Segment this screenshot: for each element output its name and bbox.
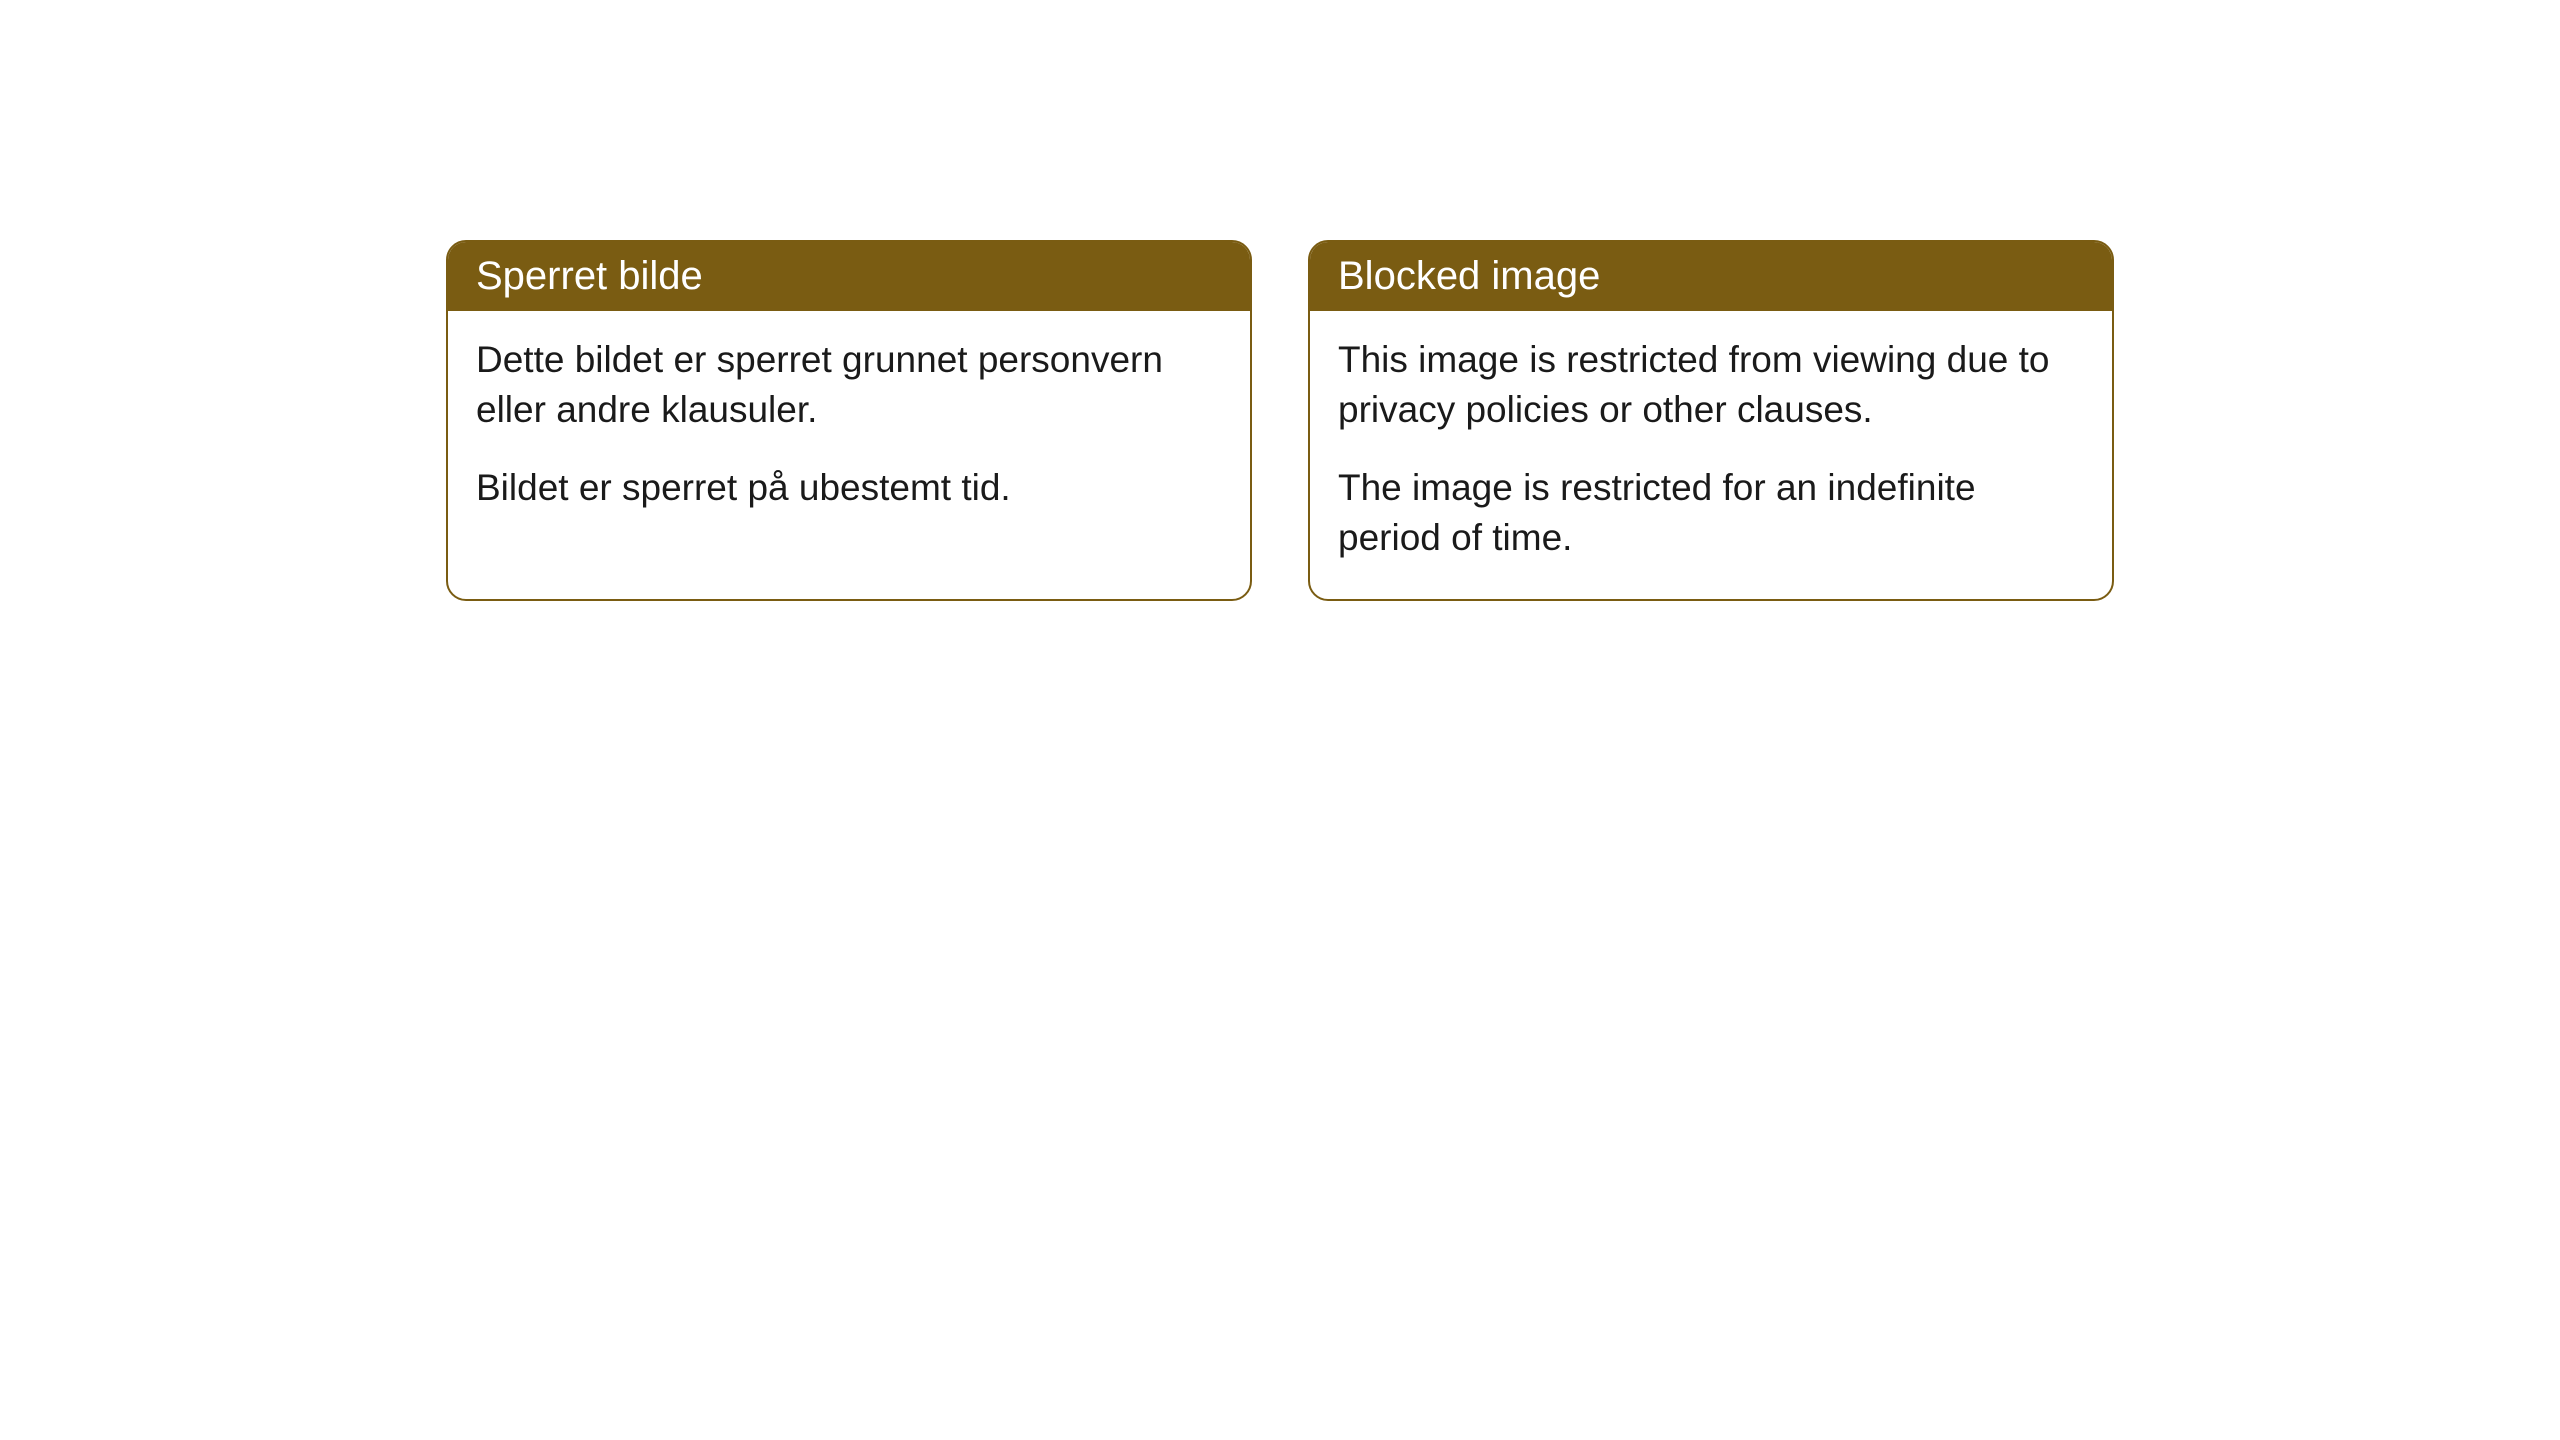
card-header: Blocked image: [1310, 242, 2112, 311]
card-paragraph: The image is restricted for an indefinit…: [1338, 463, 2084, 563]
notice-card-norwegian: Sperret bilde Dette bildet er sperret gr…: [446, 240, 1252, 601]
card-paragraph: This image is restricted from viewing du…: [1338, 335, 2084, 435]
card-body: This image is restricted from viewing du…: [1310, 311, 2112, 599]
card-title: Sperret bilde: [476, 254, 703, 298]
notice-cards-container: Sperret bilde Dette bildet er sperret gr…: [0, 240, 2560, 601]
card-body: Dette bildet er sperret grunnet personve…: [448, 311, 1250, 549]
card-paragraph: Bildet er sperret på ubestemt tid.: [476, 463, 1222, 513]
card-header: Sperret bilde: [448, 242, 1250, 311]
card-title: Blocked image: [1338, 254, 1600, 298]
card-paragraph: Dette bildet er sperret grunnet personve…: [476, 335, 1222, 435]
notice-card-english: Blocked image This image is restricted f…: [1308, 240, 2114, 601]
